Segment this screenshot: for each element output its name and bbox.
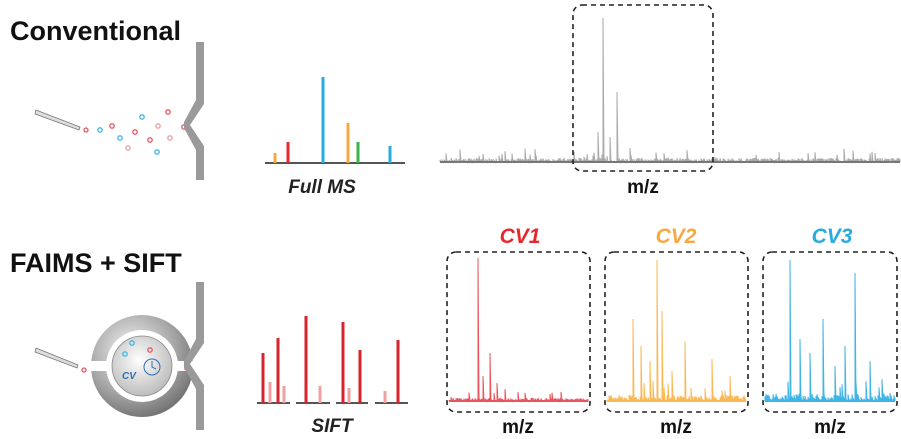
- sift-sticks: [257, 316, 408, 404]
- faims-source: [34, 282, 204, 430]
- panel-box: [604, 251, 749, 413]
- panel-box: [446, 251, 591, 413]
- spectrum-trace: [606, 259, 747, 403]
- axis-label: m/z: [502, 417, 534, 438]
- conventional-source: [34, 42, 204, 180]
- full-ms-sticks: [265, 77, 405, 164]
- axis-label: m/z: [814, 417, 846, 438]
- spectrum-trace: [439, 17, 901, 164]
- spectra: [439, 17, 901, 403]
- panel-title: CV2: [656, 225, 697, 248]
- panel-box: [762, 251, 898, 413]
- panel-title: CV3: [812, 225, 853, 248]
- device-label: CV: [122, 371, 137, 382]
- row-title: FAIMS + SIFT: [10, 248, 182, 278]
- axis-label: m/z: [660, 417, 692, 438]
- axis-label: m/z: [627, 177, 659, 198]
- panel-title: CV1: [500, 225, 541, 248]
- spectrum-trace: [448, 257, 589, 403]
- spectrum-trace: [764, 259, 896, 403]
- highlight-box: [572, 4, 714, 172]
- spectrum-label: Full MS: [288, 177, 356, 198]
- spectrum-label: SIFT: [311, 416, 354, 437]
- row-title: Conventional: [10, 16, 181, 46]
